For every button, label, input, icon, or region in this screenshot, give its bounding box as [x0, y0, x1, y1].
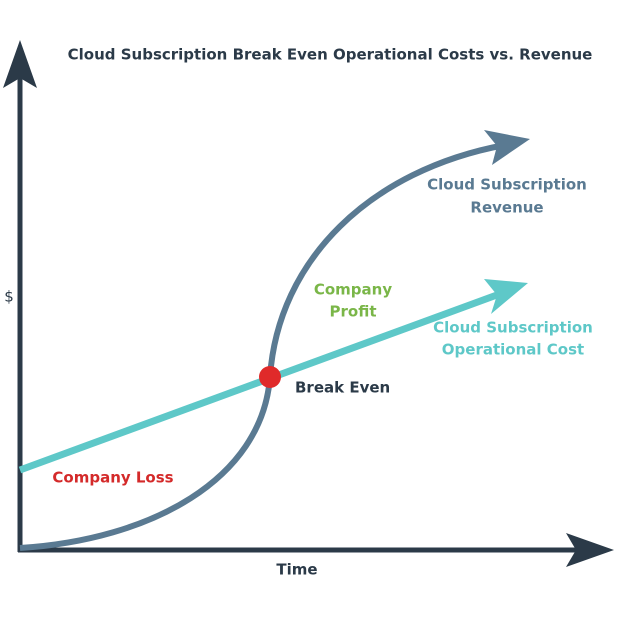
cost-arrow [484, 279, 528, 314]
y-axis-arrow [3, 40, 37, 88]
break-even-label: Break Even [295, 379, 390, 397]
profit-label: Company [314, 281, 392, 299]
title: Cloud Subscription Break Even Operationa… [68, 46, 593, 64]
revenue-arrow [484, 130, 530, 165]
break-even-point [259, 366, 281, 388]
x-axis-label: Time [276, 561, 317, 579]
cost-label: Operational Cost [442, 341, 584, 359]
profit-label: Profit [330, 303, 377, 321]
y-axis-label: $ [4, 288, 14, 306]
cost-label: Cloud Subscription [433, 319, 593, 337]
revenue-label: Cloud Subscription [427, 176, 587, 194]
x-axis-arrow [566, 533, 614, 567]
revenue-label: Revenue [470, 199, 543, 217]
loss-label: Company Loss [52, 469, 173, 487]
